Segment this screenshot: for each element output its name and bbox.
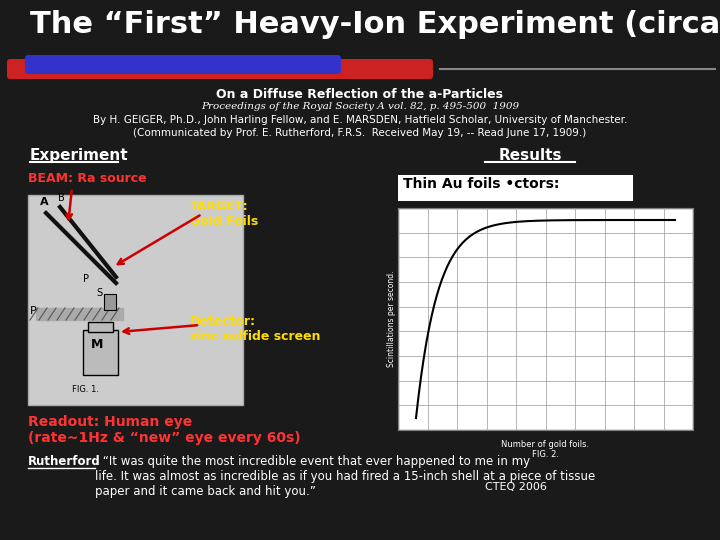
Text: S: S bbox=[96, 288, 102, 298]
Bar bbox=[83, 330, 118, 375]
Bar bbox=[88, 322, 113, 332]
Text: Rutherford: Rutherford bbox=[28, 455, 101, 468]
Text: CTEQ 2006: CTEQ 2006 bbox=[478, 482, 547, 492]
Text: : “It was quite the most incredible event that ever happened to me in my
life. I: : “It was quite the most incredible even… bbox=[95, 455, 595, 498]
Bar bbox=[398, 208, 693, 430]
FancyBboxPatch shape bbox=[7, 59, 433, 79]
Text: By H. GEIGER, Ph.D., John Harling Fellow, and E. MARSDEN, Hatfield Scholar, Univ: By H. GEIGER, Ph.D., John Harling Fellow… bbox=[93, 115, 627, 125]
Text: Scintillations per second.: Scintillations per second. bbox=[387, 271, 397, 367]
Text: M: M bbox=[91, 338, 104, 351]
Text: Experiment: Experiment bbox=[30, 148, 129, 163]
Text: Proceedings of the Royal Society A vol. 82, p. 495-500  1909: Proceedings of the Royal Society A vol. … bbox=[201, 102, 519, 111]
Text: Readout: Human eye
(rate~1Hz & “new” eye every 60s): Readout: Human eye (rate~1Hz & “new” eye… bbox=[28, 415, 301, 445]
Text: TARGET:
Gold Foils: TARGET: Gold Foils bbox=[190, 200, 258, 228]
Bar bbox=[104, 294, 116, 310]
Text: BEAM: Ra source: BEAM: Ra source bbox=[28, 172, 147, 185]
Text: (Communicated by Prof. E. Rutherford, F.R.S.  Received May 19, -- Read June 17, : (Communicated by Prof. E. Rutherford, F.… bbox=[133, 128, 587, 138]
Text: Number of gold foils.: Number of gold foils. bbox=[501, 440, 590, 449]
Text: Results: Results bbox=[498, 148, 562, 163]
Text: The “First” Heavy-Ion Experiment (circa 1909): The “First” Heavy-Ion Experiment (circa … bbox=[30, 10, 720, 39]
Text: Thin Au foils •ctors:: Thin Au foils •ctors: bbox=[403, 177, 559, 191]
FancyBboxPatch shape bbox=[25, 55, 341, 74]
Text: B: B bbox=[58, 193, 65, 203]
Bar bbox=[398, 175, 633, 201]
Text: FIG. 2.: FIG. 2. bbox=[532, 450, 559, 459]
Text: A: A bbox=[40, 197, 49, 207]
Text: Detector:
zinc sulfide screen: Detector: zinc sulfide screen bbox=[190, 315, 320, 343]
Text: FIG. 1.: FIG. 1. bbox=[72, 385, 99, 394]
Text: P: P bbox=[30, 306, 37, 316]
Text: P: P bbox=[83, 274, 89, 284]
Bar bbox=[28, 195, 243, 405]
Text: On a Diffuse Reflection of the a-Particles: On a Diffuse Reflection of the a-Particl… bbox=[217, 88, 503, 101]
